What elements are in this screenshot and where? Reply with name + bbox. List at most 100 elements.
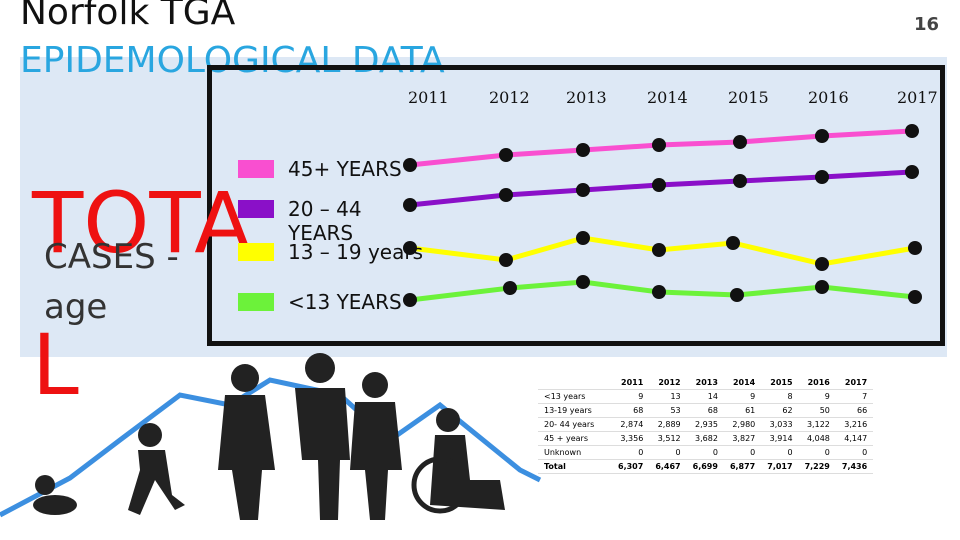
point bbox=[730, 288, 744, 302]
table-cell: 4,147 bbox=[835, 431, 874, 446]
point bbox=[652, 178, 666, 192]
table-cell: 6,699 bbox=[686, 459, 724, 474]
table-cell: 68 bbox=[686, 403, 724, 418]
year-label: 2012 bbox=[489, 88, 530, 107]
table-cell: 3,122 bbox=[798, 417, 836, 432]
column-header: 2011 bbox=[612, 376, 650, 390]
legend-swatch bbox=[238, 200, 274, 218]
table-cell: 9 bbox=[612, 389, 650, 404]
point bbox=[576, 275, 590, 289]
table-cell: 2,874 bbox=[612, 417, 650, 432]
table-cell: 2,935 bbox=[686, 417, 724, 432]
table-cell: 3,512 bbox=[649, 431, 687, 446]
table-row: 20- 44 years 2,874 2,889 2,935 2,980 3,033 3,1… bbox=[538, 417, 874, 432]
year-label: 2011 bbox=[408, 88, 449, 107]
table-cell: 0 bbox=[835, 445, 874, 460]
table-cell: 6,877 bbox=[723, 459, 762, 474]
table-cell: 3,914 bbox=[761, 431, 799, 446]
table-cell: 7,229 bbox=[798, 459, 836, 474]
point bbox=[652, 285, 666, 299]
table-cell: 13-19 years bbox=[538, 403, 612, 418]
legend-label: 20 – 44 YEARS bbox=[288, 197, 362, 245]
table-row: 13-19 years 68 53 68 61 62 50 66 bbox=[538, 403, 874, 418]
table-cell: 0 bbox=[798, 445, 836, 460]
point bbox=[905, 165, 919, 179]
table-cell: Total bbox=[538, 459, 612, 474]
table-cell: 3,033 bbox=[761, 417, 799, 432]
table-cell: 7 bbox=[835, 389, 874, 404]
point bbox=[403, 198, 417, 212]
table-cell: 45 + years bbox=[538, 431, 612, 446]
big-label: TOTAL bbox=[32, 174, 252, 414]
point bbox=[908, 290, 922, 304]
table-cell: 62 bbox=[761, 403, 799, 418]
point bbox=[815, 129, 829, 143]
table-cell: 6,307 bbox=[612, 459, 650, 474]
point bbox=[815, 280, 829, 294]
table-row: 45 + years 3,356 3,512 3,682 3,827 3,914 4,048… bbox=[538, 431, 874, 446]
table-body: <13 years 9 13 14 9 8 9 7 13-19 years 68 53 68 61 62 5… bbox=[538, 389, 874, 474]
point bbox=[576, 143, 590, 157]
point bbox=[403, 241, 417, 255]
column-header: 2016 bbox=[798, 376, 836, 390]
title: Norfolk TGA bbox=[20, 0, 236, 33]
column-header: 2012 bbox=[649, 376, 687, 390]
table-cell: 61 bbox=[723, 403, 762, 418]
year-label: 2017 bbox=[897, 88, 938, 107]
trend-line bbox=[0, 377, 542, 518]
table-cell: 2,889 bbox=[649, 417, 687, 432]
page-number: 16 bbox=[914, 14, 940, 35]
table-cell: 2,980 bbox=[723, 417, 762, 432]
point bbox=[908, 241, 922, 255]
subtitle: EPIDEMOLOGICAL DATA bbox=[20, 40, 445, 81]
legend-label: <13 YEARS bbox=[288, 290, 402, 314]
table-cell: <13 years bbox=[538, 389, 612, 404]
table-row: <13 years 9 13 14 9 8 9 7 bbox=[538, 389, 874, 404]
year-label: 2013 bbox=[566, 88, 607, 107]
line-group bbox=[409, 128, 916, 303]
table-cell: Unknown bbox=[538, 445, 612, 460]
table-cell: 68 bbox=[612, 403, 650, 418]
column-header: 2015 bbox=[761, 376, 799, 390]
point bbox=[652, 243, 666, 257]
table-cell: 14 bbox=[686, 389, 724, 404]
dots bbox=[403, 124, 922, 307]
chart-frame bbox=[207, 65, 945, 346]
table-header: 2011 2012 2013 2014 2015 2016 2017 bbox=[538, 376, 874, 390]
point bbox=[726, 236, 740, 250]
table-cell: 0 bbox=[761, 445, 799, 460]
table-cell: 0 bbox=[723, 445, 762, 460]
point bbox=[499, 188, 513, 202]
panel bbox=[20, 57, 947, 357]
table-cell: 9 bbox=[798, 389, 836, 404]
table-row: Unknown 0 0 0 0 0 0 0 bbox=[538, 445, 874, 460]
table-cell: 7,436 bbox=[835, 459, 874, 474]
table-cell: 66 bbox=[835, 403, 874, 418]
table-cell: 53 bbox=[649, 403, 687, 418]
table-cell: 3,682 bbox=[686, 431, 724, 446]
point bbox=[503, 281, 517, 295]
side-label: CASES - age bbox=[44, 237, 179, 327]
column-header: 2017 bbox=[835, 376, 874, 390]
legend-swatch bbox=[238, 293, 274, 311]
silhouettes bbox=[33, 353, 505, 520]
year-label: 2015 bbox=[728, 88, 769, 107]
table-cell: 9 bbox=[723, 389, 762, 404]
table-cell: 0 bbox=[686, 445, 724, 460]
table-cell: 0 bbox=[649, 445, 687, 460]
table-cell: 50 bbox=[798, 403, 836, 418]
table-cell: 20- 44 years bbox=[538, 417, 612, 432]
table-cell: 3,827 bbox=[723, 431, 762, 446]
corner-cell bbox=[538, 376, 612, 390]
table-cell: 6,467 bbox=[649, 459, 687, 474]
point bbox=[815, 170, 829, 184]
year-label: 2016 bbox=[808, 88, 849, 107]
legend-swatch bbox=[238, 160, 274, 178]
table-cell: 4,048 bbox=[798, 431, 836, 446]
point bbox=[652, 138, 666, 152]
legend-swatch bbox=[238, 243, 274, 261]
point bbox=[576, 183, 590, 197]
data-table: 2011 2012 2013 2014 2015 2016 2017 <13 years 9 1… bbox=[538, 376, 874, 474]
